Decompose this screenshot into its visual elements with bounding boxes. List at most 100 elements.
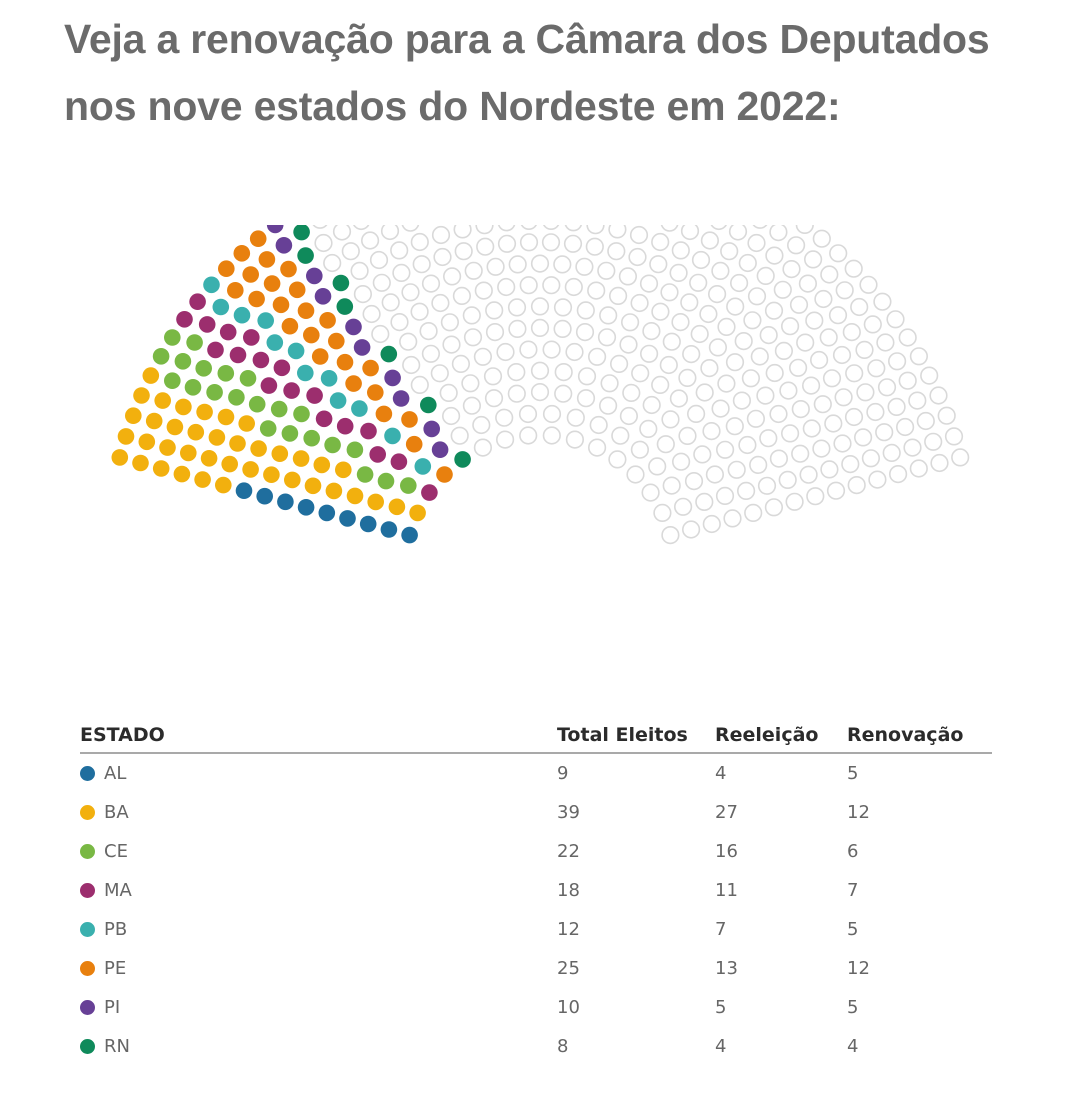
table-row: PB 12 7 5 (80, 910, 992, 949)
total-cell: 18 (557, 880, 580, 901)
seat-empty (656, 435, 675, 454)
seat-empty (312, 225, 328, 229)
seat-empty (639, 274, 659, 293)
seat-pi (306, 267, 323, 285)
seat-empty (746, 409, 766, 428)
seat-empty (497, 234, 517, 253)
legend-dot (80, 766, 95, 781)
seat-empty (659, 355, 678, 375)
seat-empty (451, 354, 471, 373)
state-cell: AL (80, 753, 557, 793)
seat-empty (789, 295, 809, 314)
seat-ce (164, 329, 181, 346)
seat-empty (773, 280, 792, 299)
seat-pe (336, 353, 354, 371)
seat-empty (736, 481, 756, 501)
seat-empty (508, 255, 527, 274)
total-cell: 39 (557, 802, 580, 823)
seat-empty (756, 266, 775, 286)
renewal-cell: 12 (847, 958, 870, 979)
seat-empty (353, 225, 370, 231)
seat-empty (576, 301, 595, 320)
seat-ba (208, 429, 226, 446)
seat-empty (882, 443, 901, 462)
seat-ce (164, 372, 181, 389)
seat-pe (263, 275, 281, 292)
seat-empty (542, 404, 562, 424)
seat-ma (306, 387, 323, 404)
seat-ma (176, 311, 193, 328)
total-cell: 10 (557, 997, 580, 1018)
seat-ce (228, 389, 245, 406)
seat-empty (707, 284, 727, 304)
header-total: Total Eleitos (557, 718, 715, 754)
reelection-cell: 27 (715, 802, 738, 823)
seat-ba (117, 428, 135, 445)
seat-ma (390, 453, 408, 470)
seat-ce (346, 441, 364, 459)
seat-empty (553, 255, 572, 274)
seat-empty (369, 250, 389, 270)
seat-empty (826, 481, 846, 500)
seat-empty (756, 386, 775, 405)
seat-empty (868, 470, 887, 489)
seat-empty (951, 448, 970, 467)
seat-pe (258, 251, 276, 268)
renewal-cell: 5 (847, 997, 859, 1018)
seat-pi (275, 237, 293, 254)
seat-empty (649, 255, 668, 274)
seat-empty (690, 324, 709, 344)
legend-dot (80, 883, 95, 898)
seat-empty (705, 465, 725, 484)
seat-empty (832, 345, 852, 365)
seat-ba (263, 466, 280, 483)
seat-empty (440, 313, 460, 332)
seat-empty (820, 460, 839, 479)
seat-empty (575, 257, 594, 276)
seat-ma (369, 446, 387, 463)
seat-empty (518, 404, 538, 424)
seat-empty (475, 225, 494, 235)
seat-ma (207, 341, 224, 359)
seat-empty (769, 225, 788, 242)
legend-dot (80, 1039, 95, 1054)
seat-pe (281, 317, 299, 335)
seat-empty (695, 492, 714, 512)
seat-empty (876, 333, 895, 352)
seat-empty (485, 322, 505, 342)
seat-empty (496, 430, 515, 449)
state-label: CE (104, 841, 128, 862)
seat-pe (405, 435, 423, 453)
seat-empty (390, 241, 409, 260)
parliament-chart-svg (111, 225, 970, 545)
state-cell: MA (80, 871, 557, 910)
seat-ma (260, 377, 278, 394)
seat-empty (757, 476, 777, 495)
seat-empty (727, 460, 746, 479)
seat-empty (630, 293, 649, 313)
seat-empty (371, 324, 390, 344)
seat-al (256, 487, 274, 505)
seat-empty (353, 284, 373, 304)
seat-pb (384, 427, 401, 445)
seat-ba (142, 367, 160, 384)
seat-empty (462, 306, 481, 325)
seat-ba (284, 471, 301, 489)
seat-empty (877, 378, 897, 397)
seat-empty (835, 281, 854, 300)
seat-empty (845, 364, 864, 383)
seat-ba (159, 439, 176, 456)
seat-empty (565, 342, 584, 362)
seat-empty (802, 419, 821, 438)
seat-empty (764, 301, 784, 320)
seat-rn (297, 247, 314, 264)
seat-ba (194, 471, 211, 488)
seat-empty (372, 273, 391, 292)
state-cell: CE (80, 832, 557, 871)
state-cell: PI (80, 988, 557, 1027)
seat-al (277, 493, 294, 511)
seat-empty (856, 383, 875, 402)
seat-pe (272, 296, 290, 314)
seat-empty (886, 310, 905, 329)
seat-empty (715, 440, 735, 459)
